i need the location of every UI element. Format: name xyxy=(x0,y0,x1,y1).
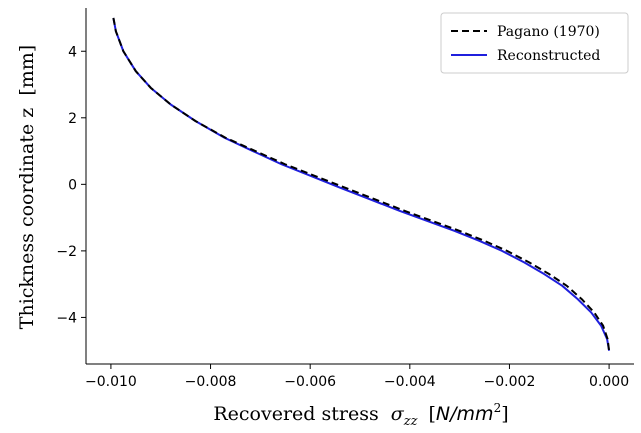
x-tick-label: −0.004 xyxy=(384,374,436,390)
y-ticks: −4 −2 0 2 4 xyxy=(56,44,86,326)
y-tick-label: 0 xyxy=(68,177,77,193)
y-tick-label: 4 xyxy=(68,44,77,60)
x-tick-label: −0.010 xyxy=(85,374,137,390)
x-tick-label: −0.008 xyxy=(185,374,237,390)
legend: Pagano (1970) Reconstructed xyxy=(440,12,629,74)
y-tick-label: −2 xyxy=(56,244,77,260)
plot-area xyxy=(112,17,611,351)
legend-box xyxy=(440,12,629,74)
x-tick-label: −0.006 xyxy=(284,374,336,390)
legend-label-reconstructed: Reconstructed xyxy=(497,48,600,64)
legend-label-pagano: Pagano (1970) xyxy=(497,24,600,40)
series-line-reconstructed xyxy=(112,17,611,351)
y-tick-label: −4 xyxy=(56,310,77,326)
x-tick-label: −0.002 xyxy=(484,374,536,390)
x-tick-label: 0.000 xyxy=(589,374,629,390)
x-ticks: −0.010 −0.008 −0.006 −0.004 −0.002 0.000 xyxy=(85,364,629,390)
y-axis-label: Thickness coordinate z [mm] xyxy=(16,45,38,329)
y-tick-label: 2 xyxy=(68,111,77,127)
x-axis-label: Recovered stress σzz [N/mm2] xyxy=(213,401,508,430)
